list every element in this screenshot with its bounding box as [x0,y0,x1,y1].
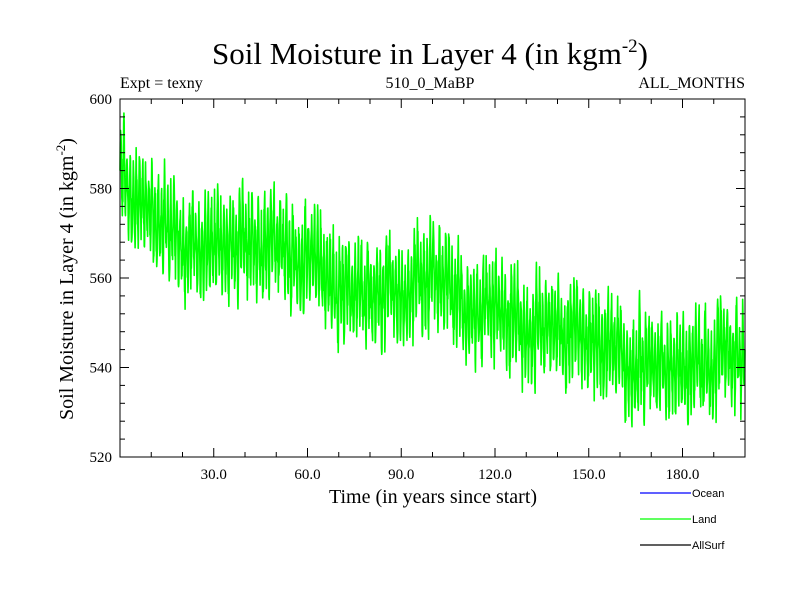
subtitle-right: ALL_MONTHS [638,75,745,92]
y-tick-label: 580 [90,182,113,198]
chart-title-superscript: -2 [622,36,638,57]
x-tick-label: 120.0 [478,467,512,483]
svg-text:Soil Moisture in Layer 4 (in k: Soil Moisture in Layer 4 (in kgm-2) [53,138,78,420]
legend-label-allsurf: AllSurf [692,540,725,552]
y-axis-label-close: ) [56,138,78,145]
x-tick-label: 180.0 [666,467,700,483]
subtitle-center: 510_0_MaBP [386,75,475,92]
x-tick-label: 30.0 [201,467,227,483]
y-tick-label: 560 [90,271,113,287]
subtitle-left: Expt = texny [120,75,203,92]
legend: Ocean Land AllSurf [640,488,725,552]
y-axis-label-superscript: -2 [53,145,68,156]
y-tick-label: 540 [90,361,113,377]
x-tick-label: 150.0 [572,467,606,483]
y-tick-label: 600 [90,92,113,108]
y-tick-label: 520 [90,450,113,466]
legend-label-ocean: Ocean [692,488,724,500]
ticks-layer: 30.0 60.0 90.0 120.0 150.0 180.0 520 540 560 580 6… [90,92,745,483]
series-line-land [119,112,746,428]
y-axis-label: Soil Moisture in Layer 4 (in kgm-2) [53,138,78,420]
x-tick-label: 90.0 [388,467,414,483]
series-layer [119,112,746,428]
chart-title-close: ) [638,36,648,71]
chart-title: Soil Moisture in Layer 4 (in kgm-2) [212,36,648,71]
legend-label-land: Land [692,514,716,526]
x-axis-label: Time (in years since start) [329,486,537,508]
x-tick-label: 60.0 [294,467,320,483]
